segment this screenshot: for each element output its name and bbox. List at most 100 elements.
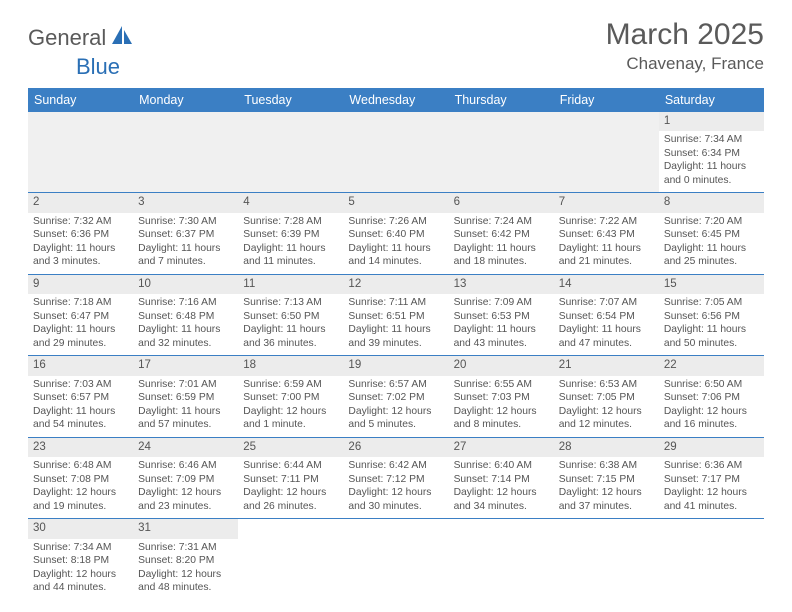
daylight-line-2: and 48 minutes.	[138, 581, 233, 595]
day-number: 13	[449, 275, 554, 294]
weekday-header: Friday	[554, 88, 659, 112]
daylight-line-1: Daylight: 11 hours	[138, 323, 233, 337]
calendar-week: 1 Sunrise: 7:34 AMSunset: 6:34 PMDaylight…	[28, 112, 764, 193]
sunrise-line: Sunrise: 7:24 AM	[454, 215, 549, 229]
sunrise-line: Sunrise: 6:55 AM	[454, 378, 549, 392]
day-details: Sunrise: 7:13 AMSunset: 6:50 PMDaylight:…	[243, 296, 338, 350]
daylight-line-2: and 1 minute.	[243, 418, 338, 432]
weekday-header: Saturday	[659, 88, 764, 112]
calendar-day: 24Sunrise: 6:46 AMSunset: 7:09 PMDayligh…	[133, 437, 238, 518]
day-details: Sunrise: 6:46 AMSunset: 7:09 PMDaylight:…	[138, 459, 233, 513]
daylight-line-2: and 18 minutes.	[454, 255, 549, 269]
day-details: Sunrise: 6:50 AMSunset: 7:06 PMDaylight:…	[664, 378, 759, 432]
sunset-line: Sunset: 6:57 PM	[33, 391, 128, 405]
calendar-day: 31 Sunrise: 7:31 AMSunset: 8:20 PMDayligh…	[133, 519, 238, 600]
sunrise-line: Sunrise: 7:01 AM	[138, 378, 233, 392]
day-details: Sunrise: 6:55 AMSunset: 7:03 PMDaylight:…	[454, 378, 549, 432]
day-number: 19	[343, 356, 448, 375]
daylight-line-2: and 5 minutes.	[348, 418, 443, 432]
sunset-line: Sunset: 7:17 PM	[664, 473, 759, 487]
daylight-line-2: and 47 minutes.	[559, 337, 654, 351]
sunset-line: Sunset: 7:06 PM	[664, 391, 759, 405]
day-number: 23	[28, 438, 133, 457]
day-number: 6	[449, 193, 554, 212]
sunrise-line: Sunrise: 7:31 AM	[138, 541, 233, 555]
sunrise-line: Sunrise: 6:40 AM	[454, 459, 549, 473]
sunrise-line: Sunrise: 6:44 AM	[243, 459, 338, 473]
day-number: 21	[554, 356, 659, 375]
calendar-header-row: SundayMondayTuesdayWednesdayThursdayFrid…	[28, 88, 764, 112]
calendar-day: 11 Sunrise: 7:13 AMSunset: 6:50 PMDayligh…	[238, 274, 343, 355]
day-details: Sunrise: 7:01 AMSunset: 6:59 PMDaylight:…	[138, 378, 233, 432]
daylight-line-1: Daylight: 12 hours	[664, 486, 759, 500]
sunrise-line: Sunrise: 7:13 AM	[243, 296, 338, 310]
day-number: 2	[28, 193, 133, 212]
day-number: 11	[238, 275, 343, 294]
daylight-line-1: Daylight: 12 hours	[664, 405, 759, 419]
daylight-line-2: and 8 minutes.	[454, 418, 549, 432]
sunrise-line: Sunrise: 7:09 AM	[454, 296, 549, 310]
day-number: 31	[133, 519, 238, 538]
weekday-header: Wednesday	[343, 88, 448, 112]
day-details: Sunrise: 7:34 AMSunset: 8:18 PMDaylight:…	[33, 541, 128, 595]
calendar-day: 30 Sunrise: 7:34 AMSunset: 8:18 PMDayligh…	[28, 519, 133, 600]
sunset-line: Sunset: 6:36 PM	[33, 228, 128, 242]
day-number: 27	[449, 438, 554, 457]
sunset-line: Sunset: 6:45 PM	[664, 228, 759, 242]
sunrise-line: Sunrise: 6:42 AM	[348, 459, 443, 473]
sunset-line: Sunset: 7:11 PM	[243, 473, 338, 487]
calendar-empty	[449, 519, 554, 600]
day-details: Sunrise: 7:31 AMSunset: 8:20 PMDaylight:…	[138, 541, 233, 595]
calendar-day: 20 Sunrise: 6:55 AMSunset: 7:03 PMDayligh…	[449, 356, 554, 437]
calendar-empty	[449, 112, 554, 193]
daylight-line-1: Daylight: 11 hours	[664, 242, 759, 256]
calendar-day: 16Sunrise: 7:03 AMSunset: 6:57 PMDayligh…	[28, 356, 133, 437]
day-details: Sunrise: 7:34 AMSunset: 6:34 PMDaylight:…	[664, 133, 759, 187]
day-details: Sunrise: 7:26 AMSunset: 6:40 PMDaylight:…	[348, 215, 443, 269]
daylight-line-1: Daylight: 12 hours	[33, 568, 128, 582]
day-number: 26	[343, 438, 448, 457]
daylight-line-2: and 37 minutes.	[559, 500, 654, 514]
sunrise-line: Sunrise: 7:32 AM	[33, 215, 128, 229]
sunrise-line: Sunrise: 7:34 AM	[33, 541, 128, 555]
sunrise-line: Sunrise: 7:05 AM	[664, 296, 759, 310]
daylight-line-1: Daylight: 11 hours	[243, 323, 338, 337]
day-number: 20	[449, 356, 554, 375]
calendar-day: 8Sunrise: 7:20 AMSunset: 6:45 PMDaylight…	[659, 193, 764, 274]
logo: General	[28, 24, 138, 51]
sunrise-line: Sunrise: 6:50 AM	[664, 378, 759, 392]
day-details: Sunrise: 7:09 AMSunset: 6:53 PMDaylight:…	[454, 296, 549, 350]
sunset-line: Sunset: 7:05 PM	[559, 391, 654, 405]
day-details: Sunrise: 6:36 AMSunset: 7:17 PMDaylight:…	[664, 459, 759, 513]
calendar-empty	[343, 112, 448, 193]
daylight-line-1: Daylight: 11 hours	[559, 242, 654, 256]
daylight-line-2: and 39 minutes.	[348, 337, 443, 351]
day-details: Sunrise: 7:30 AMSunset: 6:37 PMDaylight:…	[138, 215, 233, 269]
day-number: 29	[659, 438, 764, 457]
day-number: 18	[238, 356, 343, 375]
daylight-line-2: and 12 minutes.	[559, 418, 654, 432]
daylight-line-2: and 14 minutes.	[348, 255, 443, 269]
day-number: 1	[659, 112, 764, 131]
calendar-day: 17 Sunrise: 7:01 AMSunset: 6:59 PMDayligh…	[133, 356, 238, 437]
day-details: Sunrise: 6:59 AMSunset: 7:00 PMDaylight:…	[243, 378, 338, 432]
calendar-day: 25Sunrise: 6:44 AMSunset: 7:11 PMDayligh…	[238, 437, 343, 518]
sunset-line: Sunset: 6:37 PM	[138, 228, 233, 242]
sunset-line: Sunset: 7:09 PM	[138, 473, 233, 487]
daylight-line-2: and 3 minutes.	[33, 255, 128, 269]
daylight-line-1: Daylight: 11 hours	[664, 160, 759, 174]
calendar-day: 9Sunrise: 7:18 AMSunset: 6:47 PMDaylight…	[28, 274, 133, 355]
day-number: 17	[133, 356, 238, 375]
day-number: 15	[659, 275, 764, 294]
daylight-line-1: Daylight: 11 hours	[559, 323, 654, 337]
sunset-line: Sunset: 6:48 PM	[138, 310, 233, 324]
day-number: 28	[554, 438, 659, 457]
sail-icon	[110, 24, 136, 51]
day-number: 30	[28, 519, 133, 538]
day-number: 16	[28, 356, 133, 375]
day-details: Sunrise: 6:48 AMSunset: 7:08 PMDaylight:…	[33, 459, 128, 513]
daylight-line-1: Daylight: 12 hours	[138, 568, 233, 582]
daylight-line-2: and 25 minutes.	[664, 255, 759, 269]
sunset-line: Sunset: 6:39 PM	[243, 228, 338, 242]
day-details: Sunrise: 7:18 AMSunset: 6:47 PMDaylight:…	[33, 296, 128, 350]
